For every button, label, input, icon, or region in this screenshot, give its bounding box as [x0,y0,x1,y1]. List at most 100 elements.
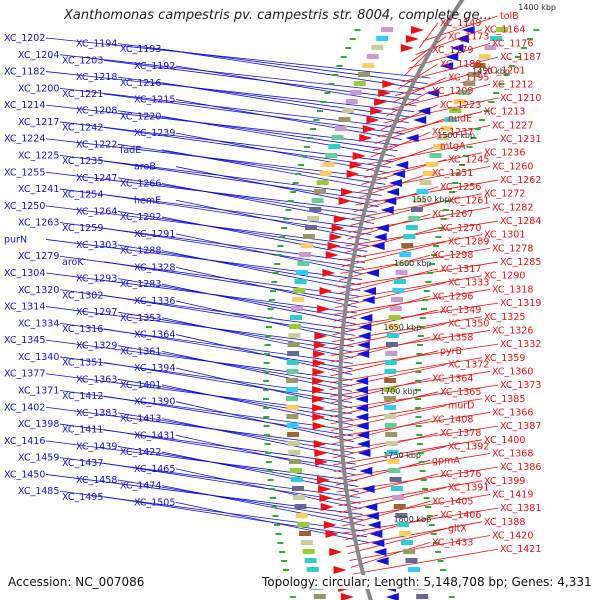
feature-block [334,126,347,131]
feature-block [306,567,319,572]
plus-strand-gene [320,503,334,511]
left-gene-label: XC_1224 [4,134,45,145]
left-leader-line [103,328,353,370]
skew-mark [415,389,422,391]
right-gene-label: XC_1405 [432,496,473,507]
left-gene-label: XC_1485 [18,486,59,497]
skew-mark [415,425,422,427]
skew-mark [419,470,426,472]
left-gene-label: XC_1202 [4,33,45,44]
plus-strand-gene [313,350,327,358]
left-gene-label: XC_1225 [18,151,59,162]
left-leader-line [175,434,357,476]
left-leader-line [103,496,368,538]
skew-mark [263,398,270,400]
left-gene-label: XC_1217 [18,117,59,128]
left-leader-line [117,378,353,420]
gc-block [429,153,442,158]
left-leader-line [117,479,364,521]
left-gene-label: XC_1474 [120,481,161,492]
skew-mark [418,461,425,463]
feature-block [302,549,315,554]
skew-mark [432,542,439,544]
right-gene-label: XC_1260 [492,161,533,172]
skew-mark [266,470,273,472]
skew-mark [430,533,437,535]
right-gene-label: XC_1392 [448,442,489,453]
right-gene-label: XC_1391 [448,483,489,494]
right-gene-label: XC_1408 [432,414,473,425]
left-gene-label: XC_1458 [76,475,117,486]
left-leader-line [103,160,381,202]
skew-mark [263,389,270,391]
backbone-arc [338,0,465,600]
left-leader-line [175,132,390,174]
minus-strand-gene [357,332,371,340]
left-gene-label: aroB [134,162,156,173]
right-leader-line [347,528,447,555]
plus-strand-gene [325,251,339,259]
right-leader-line [332,309,439,336]
gc-block [384,423,397,428]
feature-block [316,180,329,185]
plus-strand-gene [318,485,332,493]
right-gene-label: murD [448,401,475,412]
left-leader-line [161,350,353,392]
right-gene-label: XC_1195 [448,73,489,84]
skew-mark [419,317,426,319]
plus-strand-gene [312,377,326,385]
left-leader-line [175,300,355,342]
right-gene-label: XC_1270 [440,223,481,234]
minus-strand-gene [361,485,375,493]
feature-block [362,63,375,68]
feature-block [309,207,322,212]
right-gene-label: XC_1278 [492,243,533,254]
gc-block [426,162,439,167]
left-gene-label: hemE [134,195,161,206]
minus-strand-gene [355,422,369,430]
left-leader-line [161,82,409,124]
left-gene-label: XC_1505 [134,497,175,508]
skew-mark [290,191,297,193]
skew-mark [264,443,271,445]
backbone-ring [338,0,465,600]
left-gene-label: XC_1439 [76,441,117,452]
feature-block [286,405,299,410]
right-gene-label: XC_1366 [492,407,533,418]
left-leader-line [103,294,355,336]
left-gene-label: XC_1193 [120,44,161,55]
skew-mark [328,83,335,85]
minus-strand-gene [355,386,369,394]
skew-mark [443,209,450,211]
skew-mark [415,407,422,409]
skew-mark [270,290,277,292]
skew-mark [265,326,272,328]
left-gene-label: XC_1254 [62,190,103,201]
gc-block [401,540,414,545]
skew-mark [415,380,422,382]
minus-strand-gene [371,242,385,250]
gc-block [468,72,481,77]
right-leader-line [350,200,447,226]
right-gene-label: XC_1364 [432,373,473,384]
right-gene-label: XC_1227 [492,120,533,131]
feature-block [322,162,335,167]
right-gene-label: pyrB [440,346,462,357]
plus-strand-gene [405,35,419,43]
skew-mark [417,344,424,346]
gc-block [392,288,405,293]
left-gene-label: XC_1200 [18,83,59,94]
left-gene-label: XC_1459 [18,453,59,464]
right-leader-line [351,193,483,220]
plus-strand-gene [313,341,327,349]
skew-mark [426,515,433,517]
right-gene-label: XC_1368 [492,448,533,459]
skew-mark [514,56,521,58]
skew-mark [275,533,282,535]
tick-label: 1450 kbp [472,67,510,76]
skew-mark [267,308,274,310]
left-leader-line [161,115,396,157]
gc-block [384,414,397,419]
left-gene-label: XC_1390 [134,397,175,408]
right-gene-label: XC_1282 [492,202,533,213]
